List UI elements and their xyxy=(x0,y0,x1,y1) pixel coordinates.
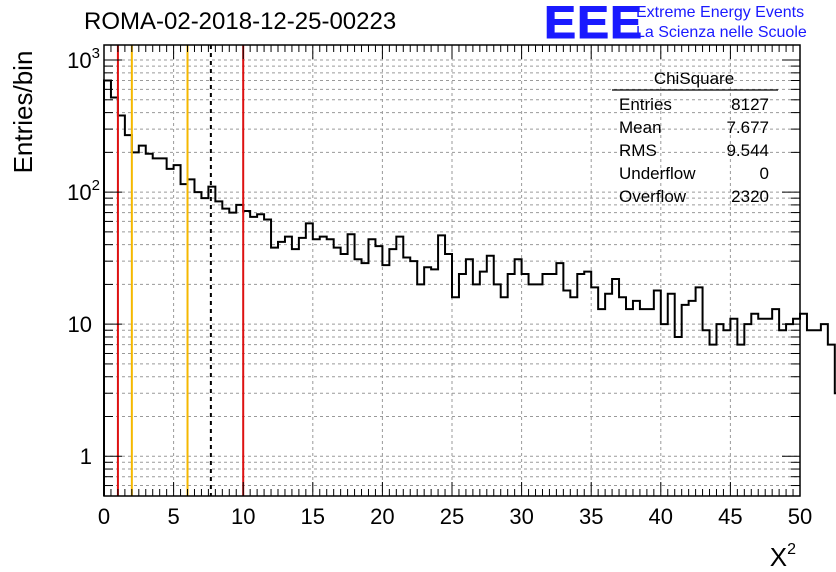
x-tick-label: 30 xyxy=(509,504,533,529)
x-tick-label: 15 xyxy=(301,504,325,529)
threshold-lines-layer xyxy=(116,45,245,496)
stats-label: RMS xyxy=(619,141,657,160)
stats-value: 9.544 xyxy=(726,141,769,160)
histogram-layer xyxy=(103,79,836,496)
y-axis-label: Entries/bin xyxy=(8,51,38,174)
stats-value: 2320 xyxy=(731,187,769,206)
x-tick-label: 0 xyxy=(98,504,110,529)
stats-box: ChiSquare Entries 8127 Mean 7.677 RMS 9.544 Un… xyxy=(612,69,778,206)
eee-logo-mark: EEE xyxy=(543,0,644,49)
axis-labels-layer: 0 5 10 15 20 25 30 35 40 45 50 1 10 102 103 xyxy=(67,45,812,529)
y-tick-label: 1 xyxy=(80,444,92,469)
stats-value: 8127 xyxy=(731,95,769,114)
stats-value: 0 xyxy=(760,164,769,183)
x-tick-label: 20 xyxy=(370,504,394,529)
x-tick-label: 35 xyxy=(579,504,603,529)
stats-label: Mean xyxy=(619,118,662,137)
x-axis-label: X2 xyxy=(770,541,796,572)
x-tick-label: 25 xyxy=(440,504,464,529)
stats-value: 7.677 xyxy=(726,118,769,137)
x-tick-label: 45 xyxy=(718,504,742,529)
x-tick-label: 10 xyxy=(231,504,255,529)
y-tick-label: 103 xyxy=(67,45,100,73)
x-tick-label: 5 xyxy=(167,504,179,529)
grid-layer xyxy=(104,45,800,496)
histogram-series xyxy=(103,79,836,496)
y-tick-label: 10 xyxy=(68,312,92,337)
logo-tagline-1: Extreme Energy Events xyxy=(636,4,805,21)
logo-tagline-2: La Scienza nelle Scuole xyxy=(636,24,807,41)
y-tick-label: 102 xyxy=(67,177,100,205)
stats-label: Entries xyxy=(619,95,672,114)
eee-logo: EEE Extreme Energy Events La Scienza nel… xyxy=(543,0,834,49)
axis-ticks-layer xyxy=(103,45,801,497)
stats-rows: Entries 8127 Mean 7.677 RMS 9.544 Underflow 0 Ov… xyxy=(619,95,769,206)
x-tick-label: 40 xyxy=(649,504,673,529)
stats-title: ChiSquare xyxy=(654,69,734,88)
chart-title: ROMA-02-2018-12-25-00223 xyxy=(84,8,397,35)
stats-label: Overflow xyxy=(619,187,687,206)
x-tick-label: 50 xyxy=(788,504,812,529)
stats-label: Underflow xyxy=(619,164,696,183)
